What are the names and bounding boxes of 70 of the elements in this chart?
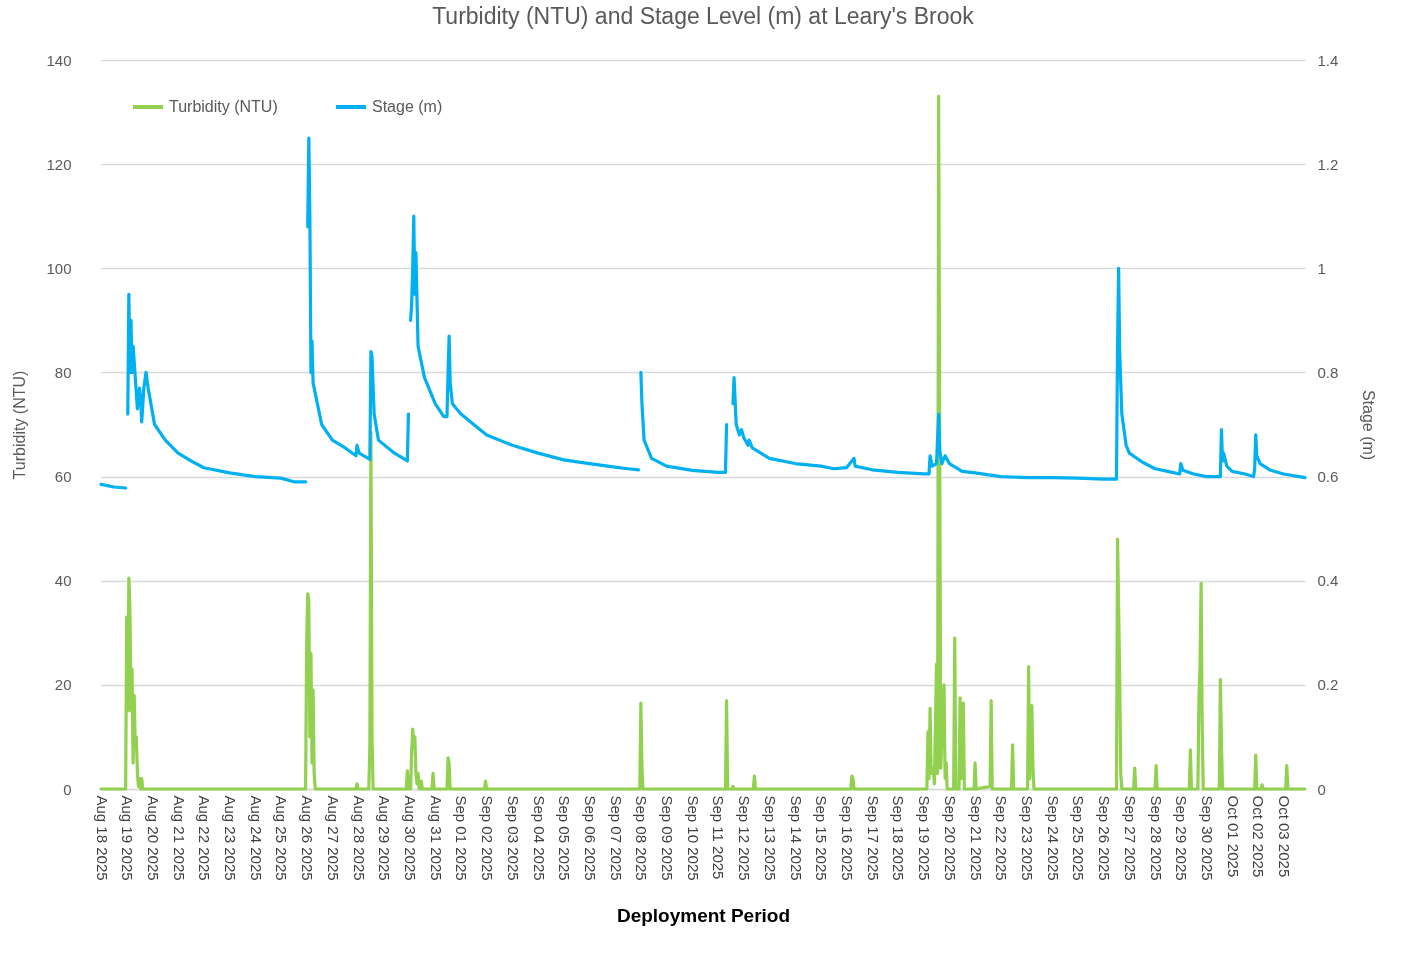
x-tick-label: Sep 07 2025 (607, 795, 625, 881)
y-tick-label: 140 (46, 51, 72, 69)
y2-tick-label: 0.2 (1317, 676, 1339, 694)
y2-tick-label: 0.4 (1317, 572, 1339, 590)
y-tick-label: 100 (46, 259, 72, 277)
x-tick-label: Sep 11 2025 (710, 795, 728, 880)
x-tick-label: Sep 18 2025 (890, 795, 908, 881)
y-tick-label: 120 (46, 155, 72, 173)
x-tick-label: Sep 13 2025 (761, 795, 779, 881)
x-tick-label: Sep 05 2025 (556, 795, 574, 881)
x-tick-label: Sep 21 2025 (967, 795, 985, 881)
x-tick-label: Sep 01 2025 (453, 795, 471, 881)
x-tick-label: Aug 30 2025 (402, 795, 419, 881)
x-tick-label: Aug 19 2025 (119, 795, 137, 881)
x-tick-label: Oct 02 2025 (1250, 795, 1268, 878)
x-tick-label: Sep 28 2025 (1147, 795, 1165, 881)
x-tick-label: Sep 24 2025 (1044, 795, 1062, 881)
x-tick-label: Sep 22 2025 (993, 795, 1011, 881)
x-tick-label: Aug 18 2025 (93, 795, 111, 881)
x-tick-label: Oct 03 2025 (1276, 795, 1294, 878)
x-tick-label: Sep 12 2025 (736, 795, 754, 881)
x-tick-label: Sep 17 2025 (864, 795, 882, 881)
x-tick-label: Sep 19 2025 (916, 795, 934, 881)
y-axis-title: Turbidity (NTU) (11, 370, 29, 480)
y2-tick-label: 1 (1317, 259, 1326, 277)
x-tick-label: Aug 23 2025 (222, 795, 240, 881)
x-tick-label: Sep 06 2025 (581, 795, 599, 881)
y2-tick-label: 1.4 (1317, 51, 1339, 69)
x-tick-label: Aug 28 2025 (350, 795, 368, 881)
x-tick-label: Sep 14 2025 (787, 795, 805, 881)
x-tick-label: Sep 09 2025 (659, 795, 677, 881)
x-tick-label: Sep 15 2025 (813, 795, 831, 881)
x-tick-label: Sep 16 2025 (839, 795, 857, 881)
y2-tick-label: 1.2 (1317, 155, 1339, 173)
x-tick-label: Aug 24 2025 (247, 795, 265, 881)
x-tick-label: Sep 25 2025 (1070, 795, 1088, 881)
x-tick-label: Sep 08 2025 (633, 795, 651, 881)
x-tick-label: Sep 26 2025 (1096, 795, 1114, 881)
x-tick-label: Aug 21 2025 (170, 795, 188, 881)
x-tick-label: Sep 10 2025 (684, 795, 702, 881)
x-tick-label: Aug 20 2025 (144, 795, 162, 881)
legend-label: Turbidity (NTU) (169, 98, 278, 115)
x-tick-label: Sep 23 2025 (1018, 795, 1036, 881)
y-tick-label: 0 (63, 780, 72, 798)
x-tick-label: Aug 27 2025 (324, 795, 342, 881)
y2-tick-label: 0 (1317, 780, 1326, 798)
x-tick-label: Sep 02 2025 (479, 795, 497, 881)
chart-title: Turbidity (NTU) and Stage Level (m) at Leary's Brook (432, 3, 975, 29)
x-tick-label: Aug 29 2025 (376, 795, 394, 881)
y-tick-label: 60 (54, 468, 72, 486)
x-tick-label: Oct 01 2025 (1224, 795, 1242, 878)
y2-axis-title: Stage (m) (1360, 389, 1378, 461)
line-series (99, 94, 1307, 791)
x-tick-label: Sep 20 2025 (941, 795, 959, 881)
x-tick-label: Aug 31 2025 (427, 795, 445, 881)
x-tick-label: Sep 30 2025 (1198, 795, 1216, 881)
x-tick-label: Aug 25 2025 (273, 795, 291, 881)
y2-tick-label: 0.8 (1317, 363, 1339, 381)
x-tick-label: Sep 29 2025 (1173, 795, 1191, 881)
y-tick-label: 80 (54, 363, 72, 381)
x-tick-label: Sep 03 2025 (504, 795, 522, 881)
x-tick-label: Aug 26 2025 (299, 795, 317, 881)
legend-label: Stage (m) (372, 98, 443, 115)
y2-tick-label: 0.6 (1317, 468, 1339, 486)
x-tick-label: Sep 04 2025 (530, 795, 548, 881)
x-axis-title: Deployment Period (616, 904, 791, 926)
x-tick-label: Aug 22 2025 (196, 795, 214, 881)
x-tick-label: Sep 27 2025 (1121, 795, 1139, 881)
y-tick-label: 40 (54, 572, 72, 590)
y-tick-label: 20 (54, 676, 72, 694)
